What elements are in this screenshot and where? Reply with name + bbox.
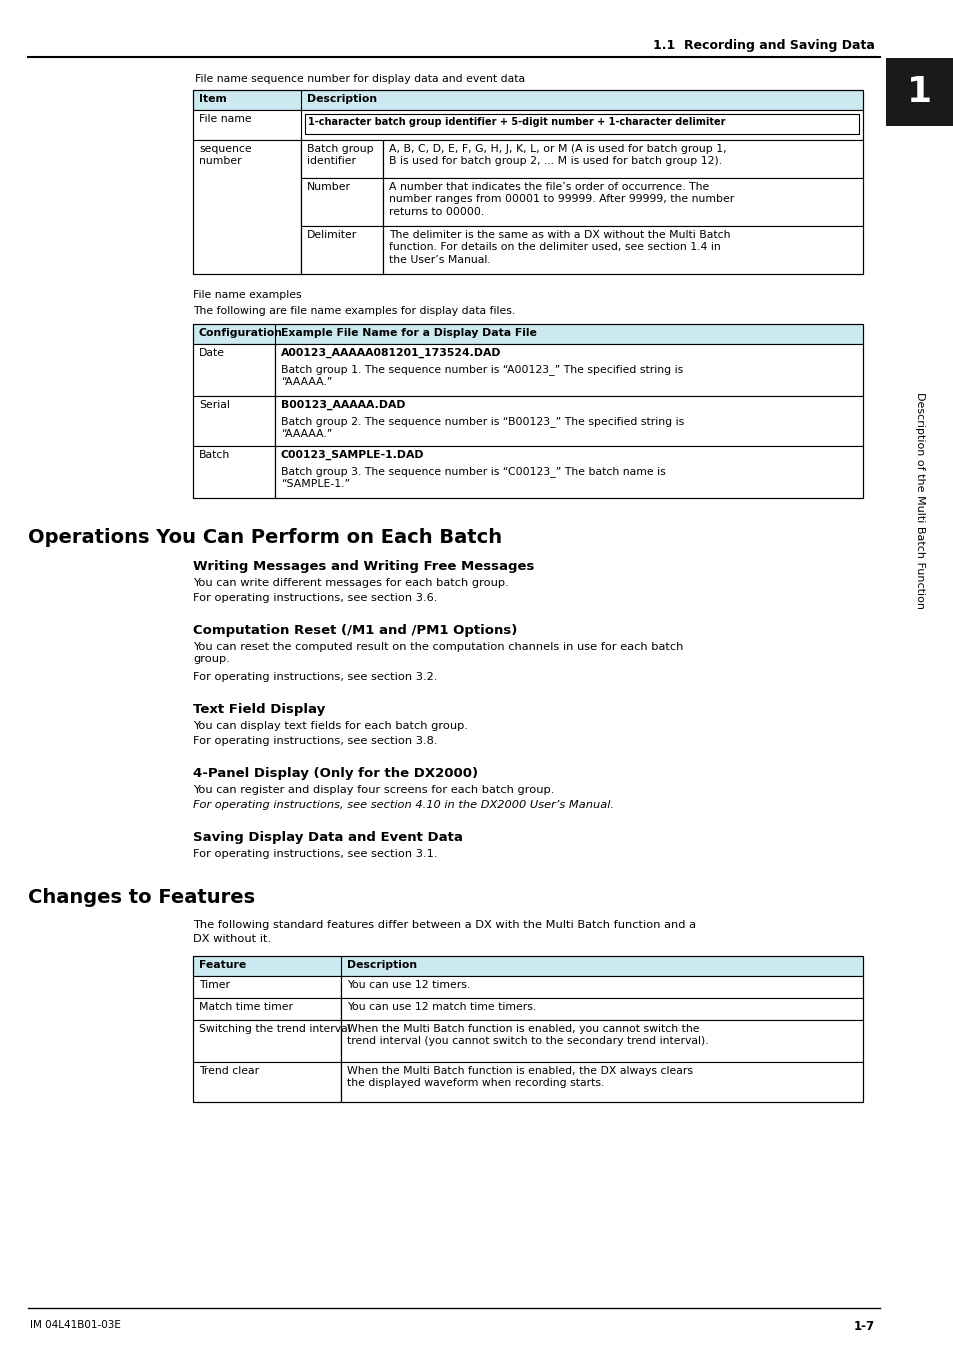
Text: For operating instructions, see section 3.8.: For operating instructions, see section …: [193, 736, 437, 747]
Text: A number that indicates the file’s order of occurrence. The
number ranges from 0: A number that indicates the file’s order…: [389, 182, 734, 217]
Bar: [193, 396, 274, 446]
Text: You can display text fields for each batch group.: You can display text fields for each bat…: [193, 721, 468, 730]
Text: Number: Number: [307, 182, 351, 192]
Bar: [301, 140, 382, 178]
Bar: [274, 344, 862, 396]
Bar: [274, 446, 862, 498]
Text: You can reset the computed result on the computation channels in use for each ba: You can reset the computed result on the…: [193, 643, 682, 664]
Bar: [193, 344, 274, 396]
Bar: [193, 324, 862, 498]
Text: For operating instructions, see section 4.10 in the DX2000 User’s Manual.: For operating instructions, see section …: [193, 801, 614, 810]
Text: Match time timer: Match time timer: [199, 1002, 293, 1012]
Text: Timer: Timer: [199, 980, 230, 990]
Text: For operating instructions, see section 3.1.: For operating instructions, see section …: [193, 849, 437, 859]
Text: Feature: Feature: [199, 960, 246, 971]
Bar: [382, 178, 862, 225]
Text: Saving Display Data and Event Data: Saving Display Data and Event Data: [193, 832, 462, 844]
Bar: [305, 113, 858, 134]
Bar: [193, 446, 274, 498]
Bar: [193, 956, 862, 1102]
Text: Batch group 3. The sequence number is “C00123_” The batch name is
“SAMPLE-1.”: Batch group 3. The sequence number is “C…: [281, 466, 665, 489]
Text: sequence
number: sequence number: [199, 144, 252, 166]
Text: Operations You Can Perform on Each Batch: Operations You Can Perform on Each Batch: [28, 528, 501, 547]
Text: For operating instructions, see section 3.6.: For operating instructions, see section …: [193, 593, 436, 603]
Bar: [193, 109, 862, 140]
Text: File name examples: File name examples: [193, 290, 301, 300]
Text: Batch: Batch: [199, 450, 230, 460]
Bar: [193, 140, 301, 274]
Text: When the Multi Batch function is enabled, the DX always clears
the displayed wav: When the Multi Batch function is enabled…: [347, 1066, 692, 1088]
Text: 1-character batch group identifier + 5-digit number + 1-character delimiter: 1-character batch group identifier + 5-d…: [308, 117, 724, 127]
Bar: [193, 956, 862, 976]
Text: 1-7: 1-7: [853, 1320, 874, 1332]
Bar: [382, 140, 862, 178]
Bar: [885, 58, 953, 126]
Bar: [340, 976, 862, 998]
Text: A00123_AAAAA081201_173524.DAD: A00123_AAAAA081201_173524.DAD: [281, 348, 501, 358]
Text: Trend clear: Trend clear: [199, 1066, 259, 1076]
Text: Delimiter: Delimiter: [307, 230, 356, 240]
Bar: [340, 1062, 862, 1102]
Text: Description: Description: [347, 960, 416, 971]
Text: Changes to Features: Changes to Features: [28, 888, 254, 907]
Text: IM 04L41B01-03E: IM 04L41B01-03E: [30, 1320, 121, 1330]
Text: For operating instructions, see section 3.2.: For operating instructions, see section …: [193, 672, 436, 682]
Text: You can register and display four screens for each batch group.: You can register and display four screen…: [193, 784, 554, 795]
Text: Writing Messages and Writing Free Messages: Writing Messages and Writing Free Messag…: [193, 560, 534, 572]
Bar: [301, 225, 382, 274]
Text: Computation Reset (/M1 and /PM1 Options): Computation Reset (/M1 and /PM1 Options): [193, 624, 517, 637]
Text: Text Field Display: Text Field Display: [193, 703, 325, 716]
Text: Serial: Serial: [199, 400, 230, 410]
Text: C00123_SAMPLE-1.DAD: C00123_SAMPLE-1.DAD: [281, 450, 424, 460]
Text: File name: File name: [199, 113, 252, 124]
Text: Description: Description: [307, 95, 376, 104]
Text: The following standard features differ between a DX with the Multi Batch functio: The following standard features differ b…: [193, 919, 696, 944]
Text: You can use 12 timers.: You can use 12 timers.: [347, 980, 470, 990]
Text: Item: Item: [199, 95, 227, 104]
Text: Batch group
identifier: Batch group identifier: [307, 144, 374, 166]
Text: Batch group 2. The sequence number is “B00123_” The specified string is
“AAAAA.”: Batch group 2. The sequence number is “B…: [281, 416, 683, 439]
Text: 1.1  Recording and Saving Data: 1.1 Recording and Saving Data: [653, 39, 874, 53]
Bar: [193, 998, 340, 1021]
Bar: [301, 178, 382, 225]
Bar: [340, 1021, 862, 1062]
Text: 1: 1: [906, 76, 932, 109]
Bar: [340, 998, 862, 1021]
Text: Configuration: Configuration: [199, 328, 283, 338]
Bar: [274, 396, 862, 446]
Text: B00123_AAAAA.DAD: B00123_AAAAA.DAD: [281, 400, 405, 410]
Text: The following are file name examples for display data files.: The following are file name examples for…: [193, 306, 515, 316]
Text: File name sequence number for display data and event data: File name sequence number for display da…: [194, 74, 524, 84]
Bar: [193, 1021, 340, 1062]
Text: A, B, C, D, E, F, G, H, J, K, L, or M (A is used for batch group 1,
B is used fo: A, B, C, D, E, F, G, H, J, K, L, or M (A…: [389, 144, 726, 166]
Text: Date: Date: [199, 348, 225, 358]
Text: You can use 12 match time timers.: You can use 12 match time timers.: [347, 1002, 536, 1012]
Bar: [193, 324, 862, 344]
Text: 4-Panel Display (Only for the DX2000): 4-Panel Display (Only for the DX2000): [193, 767, 477, 780]
Bar: [193, 1062, 340, 1102]
Text: Switching the trend interval: Switching the trend interval: [199, 1025, 351, 1034]
Bar: [193, 976, 340, 998]
Text: Description of the Multi Batch Function: Description of the Multi Batch Function: [914, 392, 924, 609]
Text: The delimiter is the same as with a DX without the Multi Batch
function. For det: The delimiter is the same as with a DX w…: [389, 230, 730, 265]
Bar: [193, 90, 862, 109]
Text: Example File Name for a Display Data File: Example File Name for a Display Data Fil…: [281, 328, 537, 338]
Bar: [193, 90, 862, 274]
Text: You can write different messages for each batch group.: You can write different messages for eac…: [193, 578, 508, 589]
Text: Batch group 1. The sequence number is “A00123_” The specified string is
“AAAAA.”: Batch group 1. The sequence number is “A…: [281, 364, 682, 387]
Bar: [382, 225, 862, 274]
Text: When the Multi Batch function is enabled, you cannot switch the
trend interval (: When the Multi Batch function is enabled…: [347, 1025, 708, 1046]
